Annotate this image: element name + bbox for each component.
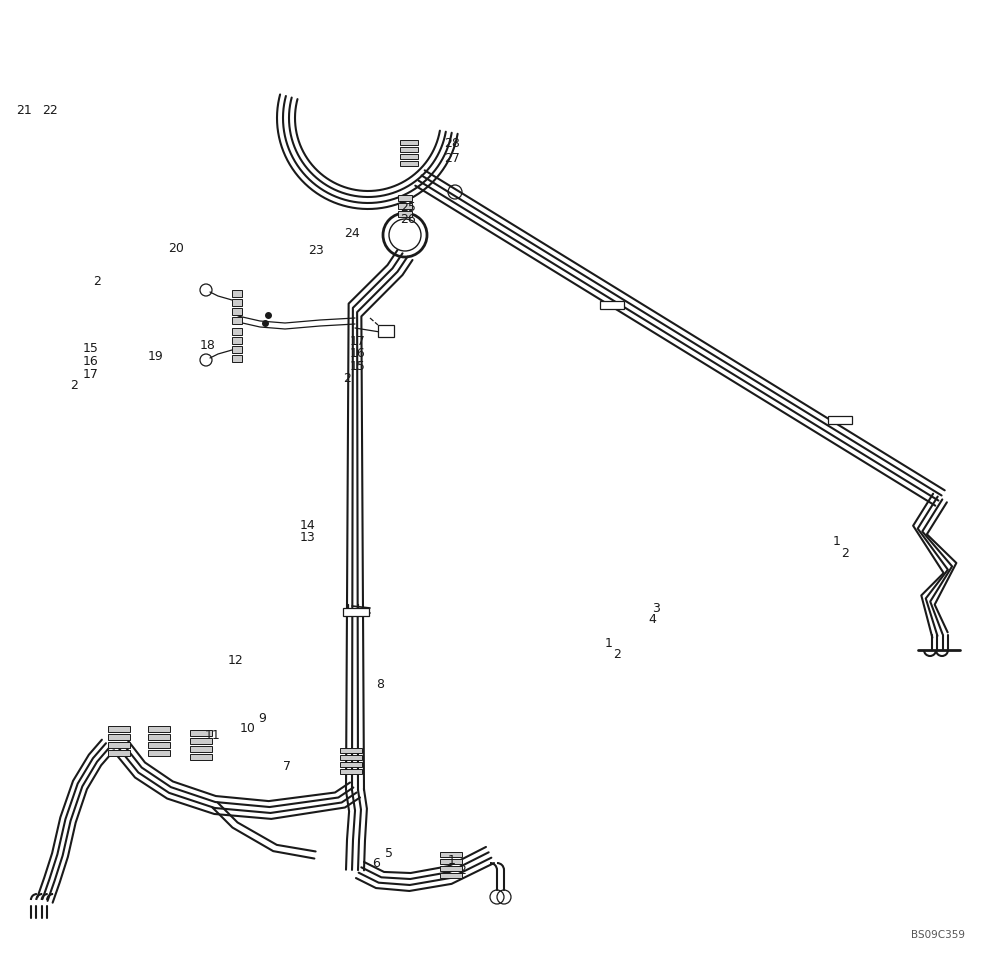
Bar [398, 211, 412, 217]
Text: 4: 4 [648, 613, 656, 627]
Text: 18: 18 [200, 338, 216, 352]
Bar [232, 328, 242, 335]
Text: 19: 19 [148, 350, 164, 363]
Bar [232, 346, 242, 353]
Text: 16: 16 [83, 355, 99, 368]
Bar [400, 140, 418, 145]
Bar [148, 734, 170, 740]
Bar [340, 762, 362, 767]
Bar [108, 750, 130, 756]
Text: 2: 2 [343, 372, 351, 386]
Text: 17: 17 [350, 335, 366, 348]
Text: 28: 28 [444, 137, 460, 150]
Bar [340, 748, 362, 753]
Bar [400, 161, 418, 166]
Text: 27: 27 [444, 151, 460, 165]
Text: 7: 7 [283, 760, 291, 773]
Text: 2: 2 [458, 864, 466, 877]
Bar [378, 325, 394, 337]
Text: 9: 9 [258, 711, 266, 725]
Bar [190, 746, 212, 752]
Bar [340, 755, 362, 760]
Bar [148, 742, 170, 748]
Text: 11: 11 [205, 729, 221, 742]
Text: 8: 8 [376, 678, 384, 691]
Text: 16: 16 [350, 347, 366, 361]
Bar [232, 317, 242, 324]
Text: 13: 13 [300, 531, 316, 545]
Bar [232, 308, 242, 315]
Bar [398, 195, 412, 201]
Bar [108, 742, 130, 748]
Text: 3: 3 [652, 602, 660, 615]
Bar [398, 203, 412, 209]
Text: 5: 5 [385, 846, 393, 860]
Text: 1: 1 [448, 854, 456, 868]
Bar [232, 299, 242, 306]
Text: 2: 2 [93, 275, 101, 288]
Bar [232, 355, 242, 362]
Text: 2: 2 [613, 648, 621, 661]
Text: 2: 2 [70, 379, 78, 392]
Bar [400, 154, 418, 159]
Text: 17: 17 [83, 367, 99, 381]
Text: 24: 24 [344, 227, 360, 240]
Text: 6: 6 [372, 857, 380, 870]
Bar [232, 290, 242, 297]
Bar [108, 726, 130, 732]
Text: 20: 20 [168, 242, 184, 255]
Bar [343, 608, 369, 616]
Bar [108, 734, 130, 740]
Bar [190, 738, 212, 744]
Bar [340, 769, 362, 774]
Text: 12: 12 [228, 654, 244, 667]
Text: 14: 14 [300, 519, 316, 532]
Bar [440, 866, 462, 871]
Bar [232, 337, 242, 344]
Text: 15: 15 [350, 360, 366, 373]
Bar [440, 859, 462, 864]
Text: 15: 15 [83, 342, 99, 356]
Bar [148, 726, 170, 732]
Text: 10: 10 [240, 722, 256, 736]
Bar [148, 750, 170, 756]
Text: 26: 26 [400, 213, 416, 227]
Text: BS09C359: BS09C359 [911, 930, 965, 940]
Bar [600, 301, 624, 309]
Text: 23: 23 [308, 244, 324, 257]
Bar [440, 873, 462, 878]
Text: 21: 21 [16, 104, 32, 118]
Bar [440, 852, 462, 857]
Bar [828, 416, 852, 424]
Bar [190, 730, 212, 736]
Text: 2: 2 [841, 547, 849, 560]
Text: 1: 1 [605, 637, 613, 651]
Text: 25: 25 [400, 201, 416, 214]
Bar [400, 147, 418, 152]
Text: 22: 22 [42, 104, 58, 118]
Text: 1: 1 [833, 535, 841, 549]
Bar [190, 754, 212, 760]
